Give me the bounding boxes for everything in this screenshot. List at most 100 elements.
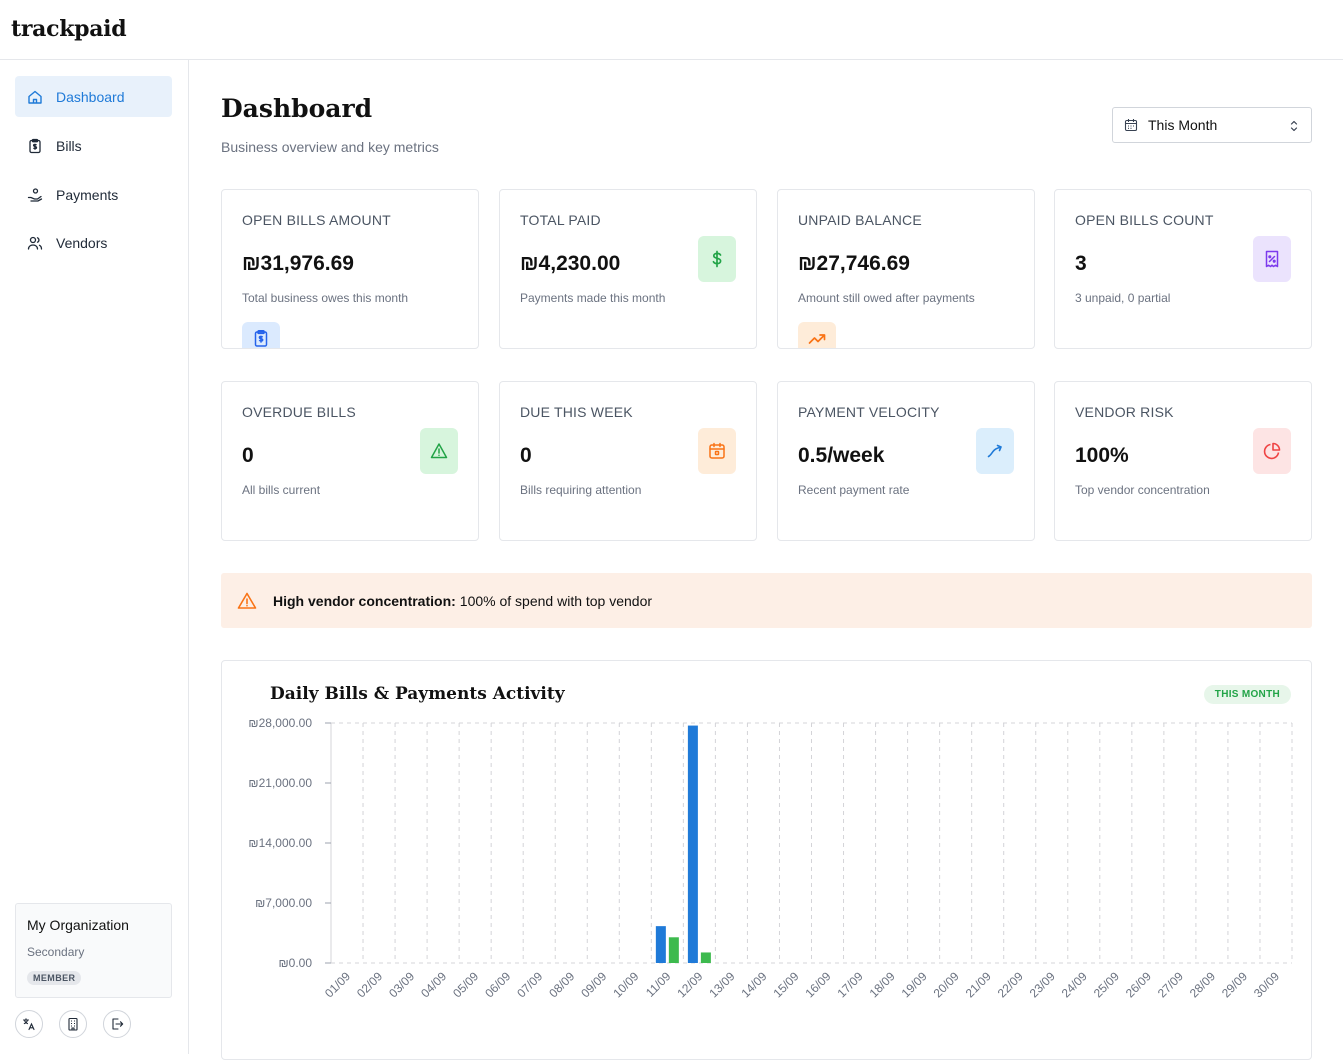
metric-card-unpaid-balance[interactable]: UNPAID BALANCE ₪27,746.69 Amount still o…: [777, 189, 1035, 349]
pie-chart-icon: [1253, 428, 1291, 474]
logout-icon: [112, 1018, 124, 1030]
x-tick-label: 02/09: [354, 969, 385, 1000]
x-tick-label: 09/09: [578, 969, 609, 1000]
metric-card-title: OPEN BILLS AMOUNT: [242, 212, 391, 228]
sidebar-item-payments[interactable]: Payments: [15, 174, 172, 215]
metric-card-title: OVERDUE BILLS: [242, 404, 356, 420]
role-badge: MEMBER: [27, 971, 82, 985]
metric-card-due-this-week[interactable]: DUE THIS WEEK 0 Bills requiring attentio…: [499, 381, 757, 541]
metric-card-value: 3: [1075, 252, 1087, 275]
metric-card-title: UNPAID BALANCE: [798, 212, 922, 228]
metric-card-description: Total business owes this month: [242, 291, 409, 305]
x-tick-label: 20/09: [931, 969, 962, 1000]
x-tick-label: 22/09: [995, 969, 1026, 1000]
x-tick-label: 10/09: [610, 969, 641, 1000]
x-tick-label: 03/09: [386, 969, 417, 1000]
metric-card-total-paid[interactable]: TOTAL PAID ₪4,230.00 Payments made this …: [499, 189, 757, 349]
daily-activity-chart-card: Daily Bills & Payments Activity THIS MON…: [221, 660, 1312, 1060]
calendar-icon: [1124, 119, 1138, 132]
metric-card-title: DUE THIS WEEK: [520, 404, 633, 420]
alert-title: High vendor concentration:: [273, 592, 456, 609]
metric-card-vendor-risk[interactable]: VENDOR RISK 100% Top vendor concentratio…: [1054, 381, 1312, 541]
metric-card-description: Amount still owed after payments: [798, 291, 975, 305]
metric-card-value: 0: [520, 444, 532, 467]
metric-card-overdue-bills[interactable]: OVERDUE BILLS 0 All bills current: [221, 381, 479, 541]
metric-card-open-bills-count[interactable]: OPEN BILLS COUNT 3 3 unpaid, 0 partial: [1054, 189, 1312, 349]
chart-bar: [687, 725, 698, 963]
metric-card-description: Recent payment rate: [798, 483, 910, 497]
x-tick-label: 11/09: [643, 969, 674, 1000]
clipboard-dollar-icon: [242, 322, 280, 348]
x-tick-label: 14/09: [738, 969, 769, 1000]
sidebar-item-label: Dashboard: [56, 88, 125, 105]
metric-card-description: Bills requiring attention: [520, 483, 642, 497]
metric-card-value: ₪31,976.69: [242, 252, 354, 275]
trend-arrow-icon: [976, 428, 1014, 474]
building-icon: [68, 1017, 78, 1031]
sidebar-item-label: Payments: [56, 186, 119, 203]
x-tick-label: 26/09: [1123, 969, 1154, 1000]
logout-button[interactable]: [103, 1010, 131, 1038]
metric-card-payment-velocity[interactable]: PAYMENT VELOCITY 0.5/week Recent payment…: [777, 381, 1035, 541]
metric-card-value: 0: [242, 444, 254, 467]
x-tick-label: 18/09: [867, 969, 898, 1000]
x-tick-label: 05/09: [450, 969, 481, 1000]
app-logo[interactable]: trackpaid: [11, 16, 127, 42]
organization-name: My Organization: [27, 917, 129, 933]
metric-card-description: All bills current: [242, 483, 321, 497]
trending-up-icon: [798, 322, 836, 348]
sidebar-item-label: Vendors: [56, 234, 108, 251]
hand-coins-icon: [27, 187, 43, 203]
bar-chart: ₪0.00 ₪7,000.00 ₪14,000.00 ₪21,000.00 ₪28,00…: [248, 716, 1293, 1000]
home-icon: [27, 89, 43, 105]
metric-card-value: ₪4,230.00: [520, 252, 621, 275]
metric-card-description: Top vendor concentration: [1075, 483, 1210, 497]
x-tick-label: 29/09: [1219, 969, 1250, 1000]
x-tick-label: 01/09: [322, 969, 353, 1000]
page-subtitle: Business overview and key metrics: [221, 139, 439, 155]
x-tick-label: 27/09: [1155, 969, 1186, 1000]
x-tick-label: 16/09: [803, 969, 834, 1000]
sidebar-item-dashboard[interactable]: Dashboard: [15, 76, 172, 117]
metric-card-open-bills-amount[interactable]: OPEN BILLS AMOUNT ₪31,976.69 Total busin…: [221, 189, 479, 349]
top-bar: trackpaid: [0, 0, 1343, 60]
x-tick-label: 28/09: [1187, 969, 1218, 1000]
x-tick-label: 25/09: [1091, 969, 1122, 1000]
metric-card-value: 0.5/week: [798, 444, 885, 467]
metric-card-title: TOTAL PAID: [520, 212, 601, 228]
x-tick-label: 23/09: [1027, 969, 1058, 1000]
chart-period-badge: THIS MONTH: [1203, 685, 1291, 704]
chart-bar: [700, 952, 711, 963]
x-tick-label: 24/09: [1059, 969, 1090, 1000]
sidebar-item-bills[interactable]: Bills: [15, 125, 172, 166]
chart-bar: [668, 937, 679, 963]
metric-card-title: PAYMENT VELOCITY: [798, 404, 940, 420]
x-tick-label: 17/09: [835, 969, 866, 1000]
chart-bar: [655, 926, 666, 963]
period-select[interactable]: This Month: [1112, 107, 1312, 143]
y-tick-label: ₪14,000.00: [248, 836, 312, 850]
y-tick-label: ₪28,000.00: [248, 716, 312, 730]
x-tick-label: 30/09: [1251, 969, 1282, 1000]
organization-button[interactable]: [59, 1010, 87, 1038]
x-tick-label: 04/09: [418, 969, 449, 1000]
dollar-icon: [698, 236, 736, 282]
organization-subtitle: Secondary: [27, 945, 85, 959]
x-tick-label: 08/09: [546, 969, 577, 1000]
x-tick-label: 21/09: [963, 969, 994, 1000]
sidebar: Dashboard Bills Payments Vendors My Orga…: [0, 60, 189, 1054]
sidebar-item-vendors[interactable]: Vendors: [15, 222, 172, 263]
x-tick-label: 06/09: [482, 969, 513, 1000]
period-select-value: This Month: [1148, 117, 1218, 133]
warning-icon: [237, 592, 257, 609]
y-tick-label: ₪21,000.00: [248, 776, 312, 790]
y-tick-label: ₪7,000.00: [255, 896, 312, 910]
y-tick-label: ₪0.00: [278, 956, 312, 970]
clipboard-dollar-icon: [27, 138, 43, 154]
language-button[interactable]: [15, 1010, 43, 1038]
metric-card-description: Payments made this month: [520, 291, 666, 305]
metric-card-value: 100%: [1075, 444, 1129, 467]
organization-card[interactable]: My Organization Secondary MEMBER: [15, 903, 172, 998]
sidebar-item-label: Bills: [56, 137, 82, 154]
receipt-icon: [1253, 236, 1291, 282]
